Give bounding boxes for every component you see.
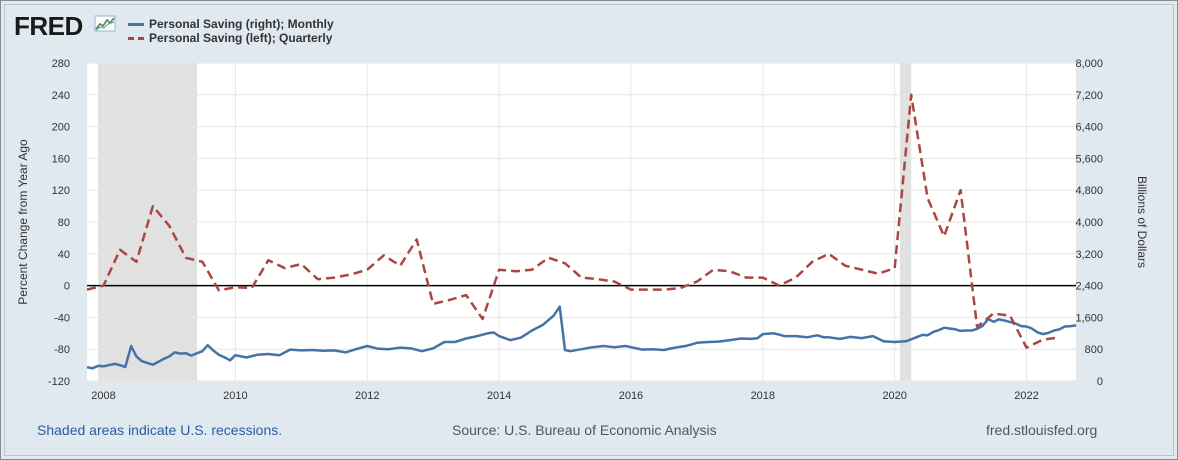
x-tick-label: 2020	[882, 390, 906, 402]
y-right-tick-label: 6,400	[1075, 122, 1103, 134]
y-right-tick-label: 3,200	[1075, 249, 1103, 261]
series-line-monthly	[86, 305, 1077, 370]
x-tick-label: 2008	[91, 390, 115, 402]
y-left-tick-label: 280	[52, 58, 70, 70]
y-left-tick-label: 240	[52, 90, 70, 102]
y-left-axis-title: Percent Change from Year Ago	[16, 139, 30, 305]
fred-graph-icon	[94, 15, 116, 32]
y-left-tick-label: 120	[52, 185, 70, 197]
x-tick-label: 2014	[487, 390, 511, 402]
y-right-tick-label: 1,600	[1075, 312, 1103, 324]
y-left-tick-label: 0	[64, 281, 70, 293]
x-tick-label: 2022	[1014, 390, 1038, 402]
legend-swatch-quarterly	[128, 36, 144, 40]
y-left-tick-label: 160	[52, 153, 70, 165]
fred-url[interactable]: fred.stlouisfed.org	[986, 422, 1098, 438]
y-right-tick-label: 2,400	[1075, 281, 1103, 293]
y-right-tick-label: 5,600	[1075, 153, 1103, 165]
fred-logo[interactable]: FRED	[14, 11, 83, 41]
source-note: Source: U.S. Bureau of Economic Analysis	[452, 422, 717, 438]
y-right-tick-label: 4,800	[1075, 185, 1103, 197]
x-tick-label: 2016	[619, 390, 643, 402]
legend-label-monthly: Personal Saving (right); Monthly	[149, 17, 334, 31]
y-left-tick-label: 40	[58, 249, 70, 261]
y-right-tick-label: 7,200	[1075, 90, 1103, 102]
y-left-tick-label: -40	[54, 312, 70, 324]
legend-label-quarterly: Personal Saving (left); Quarterly	[149, 31, 333, 45]
recession-note[interactable]: Shaded areas indicate U.S. recessions.	[37, 422, 283, 438]
series-line-quarterly	[86, 93, 1060, 349]
y-right-tick-label: 0	[1097, 376, 1103, 388]
y-left-tick-label: -120	[48, 376, 70, 388]
line-chart: -120 -80 -40 0 40 80 120 160 200 240 280 0 800 1,600 2…	[16, 58, 1149, 402]
y-left-tick-label: 200	[52, 122, 70, 134]
y-right-tick-label: 8,000	[1075, 58, 1103, 70]
legend-item-monthly[interactable]: Personal Saving (right); Monthly	[128, 17, 334, 31]
x-tick-label: 2018	[751, 390, 775, 402]
x-tick-label: 2012	[355, 390, 379, 402]
chart-legend: Personal Saving (right); Monthly Persona…	[128, 17, 334, 45]
y-left-tick-label: -80	[54, 344, 70, 356]
y-right-axis-title: Billions of Dollars	[1135, 176, 1149, 268]
y-left-tick-label: 80	[58, 217, 70, 229]
legend-swatch-monthly	[128, 22, 144, 26]
y-right-tick-label: 800	[1085, 344, 1103, 356]
y-right-tick-label: 4,000	[1075, 217, 1103, 229]
x-tick-label: 2010	[223, 390, 247, 402]
legend-item-quarterly[interactable]: Personal Saving (left); Quarterly	[128, 31, 334, 45]
